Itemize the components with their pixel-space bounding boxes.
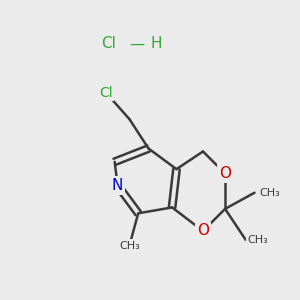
Text: H: H [150,37,162,52]
Text: O: O [197,224,209,238]
Text: —: — [129,37,144,52]
Text: CH₃: CH₃ [119,241,140,251]
Text: CH₃: CH₃ [259,188,280,198]
Text: N: N [112,178,123,193]
Text: CH₃: CH₃ [247,235,268,245]
Text: Cl: Cl [99,85,112,100]
Text: Cl: Cl [101,37,116,52]
Text: O: O [219,166,231,181]
